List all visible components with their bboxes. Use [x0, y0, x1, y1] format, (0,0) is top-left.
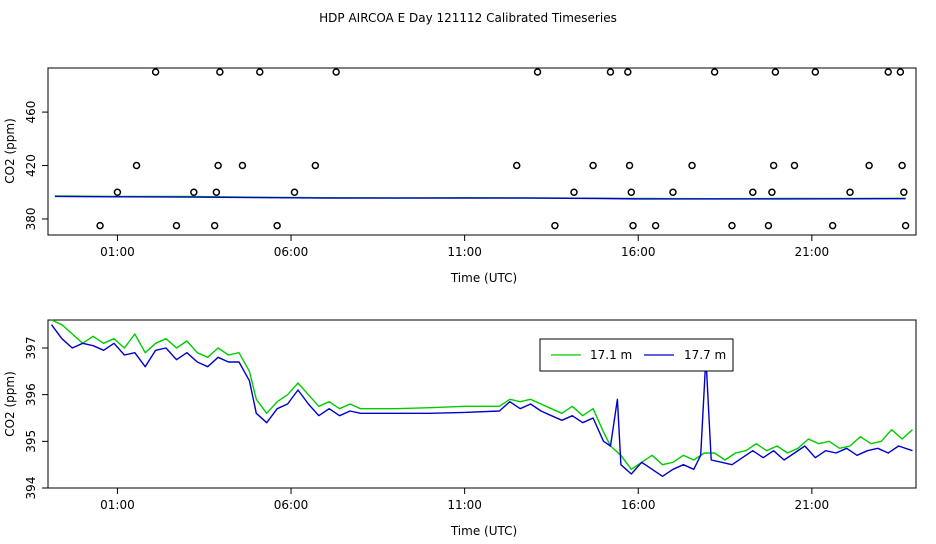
bottom-x-tick-label: 01:00: [100, 498, 135, 512]
scatter-point: [210, 221, 219, 230]
bottom-y-tick-label: 396: [24, 383, 38, 406]
scatter-point: [651, 221, 660, 230]
bottom-y-axis-label: CO2 (ppm): [3, 371, 17, 437]
scatter-point: [190, 188, 198, 196]
scatter-point: [790, 161, 799, 170]
top-x-tick-label: 16:00: [621, 245, 656, 259]
scatter-point: [884, 68, 892, 76]
bottom-series-line-0: [51, 319, 913, 470]
bottom-panel: 01:00 06:00 11:00 16:00 21:00 394 395 396 397 T…: [3, 319, 917, 538]
scatter-point: [132, 161, 141, 170]
scatter-point: [764, 221, 773, 230]
legend-label-17-1m: 17.1 m: [590, 348, 632, 362]
bottom-x-tick-label: 06:00: [274, 498, 309, 512]
scatter-point: [533, 68, 542, 76]
scatter-point: [113, 188, 122, 196]
scatter-point: [151, 68, 160, 76]
top-x-axis-label: Time (UTC): [450, 271, 517, 285]
scatter-point: [625, 161, 634, 170]
scatter-point: [728, 221, 736, 230]
scatter-point: [898, 161, 906, 170]
scatter-point: [214, 161, 222, 170]
top-series-lines: [54, 195, 906, 200]
bottom-series-line-1: [50, 324, 913, 477]
scatter-point: [688, 161, 696, 170]
scatter-point: [216, 68, 224, 76]
top-y-tick-label: 420: [24, 154, 38, 177]
chart-title: HDP AIRCOA E Day 121112 Calibrated Times…: [319, 11, 617, 25]
scatter-point: [212, 188, 221, 196]
scatter-point: [749, 188, 757, 196]
scatter-point: [811, 68, 820, 76]
bottom-x-axis-label: Time (UTC): [450, 524, 517, 538]
bottom-y-tick-label: 395: [24, 430, 38, 453]
scatter-point: [629, 221, 637, 230]
scatter-point: [900, 188, 908, 196]
scatter-point: [172, 221, 181, 230]
top-x-tick-label: 06:00: [274, 245, 309, 259]
scatter-point: [606, 68, 615, 76]
scatter-point: [512, 161, 521, 170]
bottom-plot-frame: [47, 319, 917, 489]
scatter-point: [669, 188, 677, 196]
scatter-point: [710, 68, 719, 76]
top-panel: 01:00 06:00 11:00 16:00 21:00 380 420 460 Time…: [3, 67, 917, 285]
scatter-point: [627, 188, 636, 196]
scatter-point: [771, 68, 780, 76]
top-scatter-points: [96, 68, 910, 230]
bottom-x-axis: 01:00 06:00 11:00 16:00 21:00: [100, 488, 829, 512]
scatter-point: [551, 221, 559, 230]
scatter-point: [896, 68, 905, 76]
top-y-axis: 380 420 460: [24, 101, 48, 231]
scatter-point: [311, 161, 320, 170]
bottom-x-tick-label: 11:00: [447, 498, 482, 512]
scatter-point: [238, 161, 247, 170]
scatter-point: [256, 68, 264, 76]
scatter-point: [768, 188, 776, 196]
scatter-point: [828, 221, 837, 230]
bottom-series-lines: [50, 319, 913, 477]
top-y-axis-label: CO2 (ppm): [3, 118, 17, 184]
legend-label-17-7m: 17.7 m: [684, 348, 726, 362]
top-x-tick-label: 01:00: [100, 245, 135, 259]
scatter-point: [769, 161, 778, 170]
top-y-tick-label: 460: [24, 101, 38, 124]
legend: 17.1 m 17.7 m: [539, 338, 734, 372]
top-x-tick-label: 21:00: [795, 245, 830, 259]
scatter-point: [865, 161, 873, 170]
bottom-y-tick-label: 397: [24, 337, 38, 360]
top-y-tick-label: 380: [24, 208, 38, 231]
scatter-point: [570, 188, 578, 196]
top-x-tick-label: 11:00: [447, 245, 482, 259]
top-series-line-1: [54, 195, 906, 200]
bottom-x-tick-label: 16:00: [621, 498, 656, 512]
scatter-point: [589, 161, 597, 170]
scatter-point: [96, 221, 104, 230]
scatter-point: [290, 188, 299, 196]
bottom-y-tick-label: 394: [24, 477, 38, 500]
scatter-point: [901, 221, 910, 230]
bottom-y-axis: 394 395 396 397: [24, 337, 48, 500]
scatter-point: [846, 188, 854, 196]
bottom-x-tick-label: 21:00: [795, 498, 830, 512]
scatter-point: [332, 68, 340, 76]
scatter-point: [624, 68, 632, 76]
top-x-axis: 01:00 06:00 11:00 16:00 21:00: [100, 235, 829, 259]
scatter-point: [273, 221, 281, 230]
legend-box: [539, 338, 734, 372]
top-plot-frame: [47, 67, 917, 236]
